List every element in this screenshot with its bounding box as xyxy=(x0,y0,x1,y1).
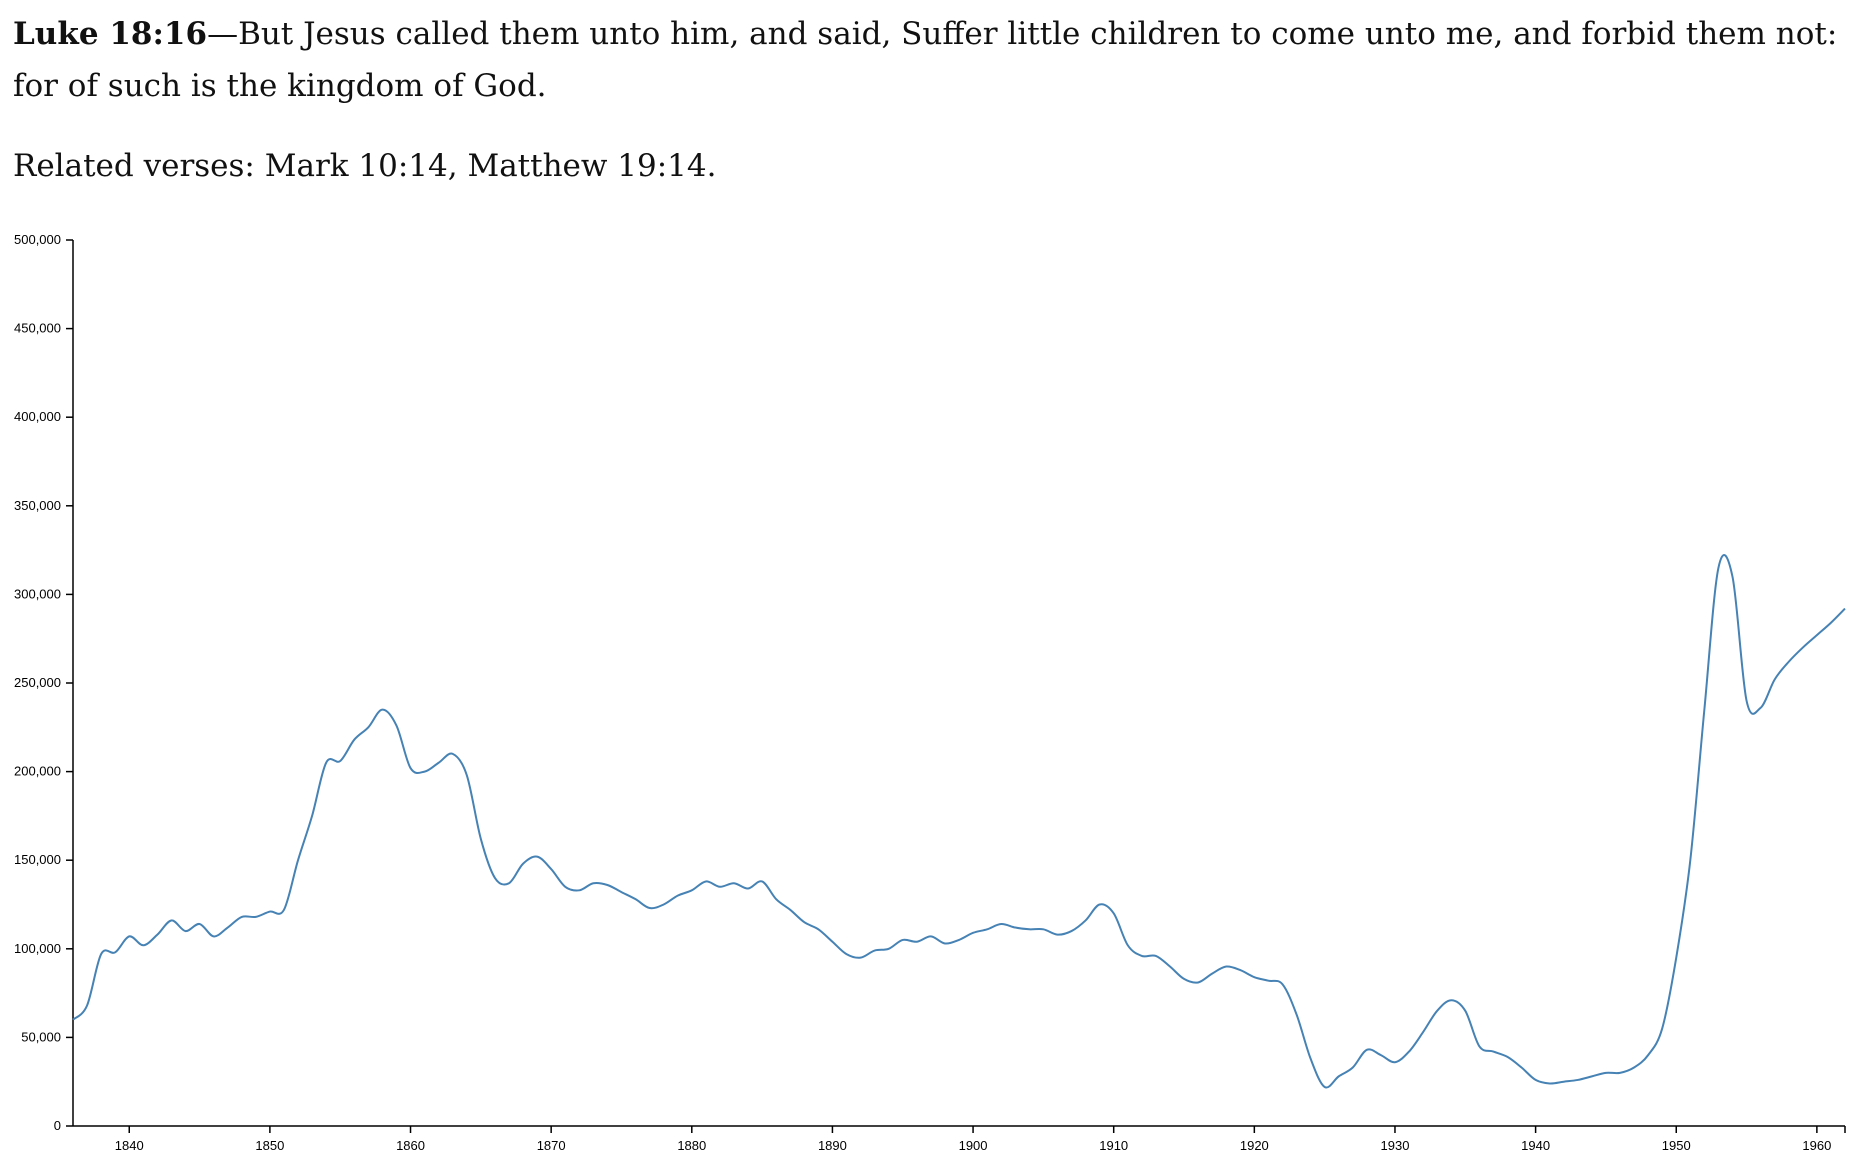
x-tick-label: 1900 xyxy=(959,1138,988,1150)
x-tick-label: 1880 xyxy=(677,1138,706,1150)
y-tick-label: 200,000 xyxy=(14,764,61,779)
verse-reference: Luke 18:16 xyxy=(13,16,208,52)
series-line xyxy=(72,554,1846,1089)
x-tick-label: 1870 xyxy=(537,1138,566,1150)
x-tick-label: 1850 xyxy=(255,1138,284,1150)
x-tick-label: 1950 xyxy=(1662,1138,1691,1150)
y-tick-label: 350,000 xyxy=(14,498,61,513)
y-axis: 0 50,000 100,000 150,000 200,000 250,000 300,0… xyxy=(14,232,74,1133)
verse-text: But Jesus called them unto him, and said… xyxy=(13,16,1838,104)
related-verses: Related verses: Mark 10:14, Matthew 19:1… xyxy=(13,148,717,184)
x-tick-label: 1920 xyxy=(1240,1138,1269,1150)
y-tick-label: 100,000 xyxy=(14,941,61,956)
x-tick-label: 1910 xyxy=(1099,1138,1128,1150)
y-tick-label: 250,000 xyxy=(14,675,61,690)
y-tick-label: 150,000 xyxy=(14,852,61,867)
y-tick-label: 450,000 xyxy=(14,321,61,336)
x-tick-label: 1930 xyxy=(1381,1138,1410,1150)
x-tick-label: 1890 xyxy=(818,1138,847,1150)
x-tick-label: 1940 xyxy=(1521,1138,1550,1150)
y-tick-label: 300,000 xyxy=(14,586,61,601)
y-tick-label: 50,000 xyxy=(21,1029,61,1044)
y-tick-label: 0 xyxy=(54,1118,61,1133)
y-tick-label: 500,000 xyxy=(14,232,61,247)
verse-paragraph: Luke 18:16—But Jesus called them unto hi… xyxy=(13,8,1838,112)
verse-separator: — xyxy=(207,16,239,52)
x-tick-label: 1840 xyxy=(115,1138,144,1150)
x-axis: 1840 1850 1860 1870 1880 1890 1900 1910 1920 1930… xyxy=(73,1125,1846,1150)
plot-area xyxy=(72,554,1846,1089)
y-tick-label: 400,000 xyxy=(14,409,61,424)
x-tick-label: 1960 xyxy=(1802,1138,1831,1150)
x-tick-label: 1860 xyxy=(396,1138,425,1150)
